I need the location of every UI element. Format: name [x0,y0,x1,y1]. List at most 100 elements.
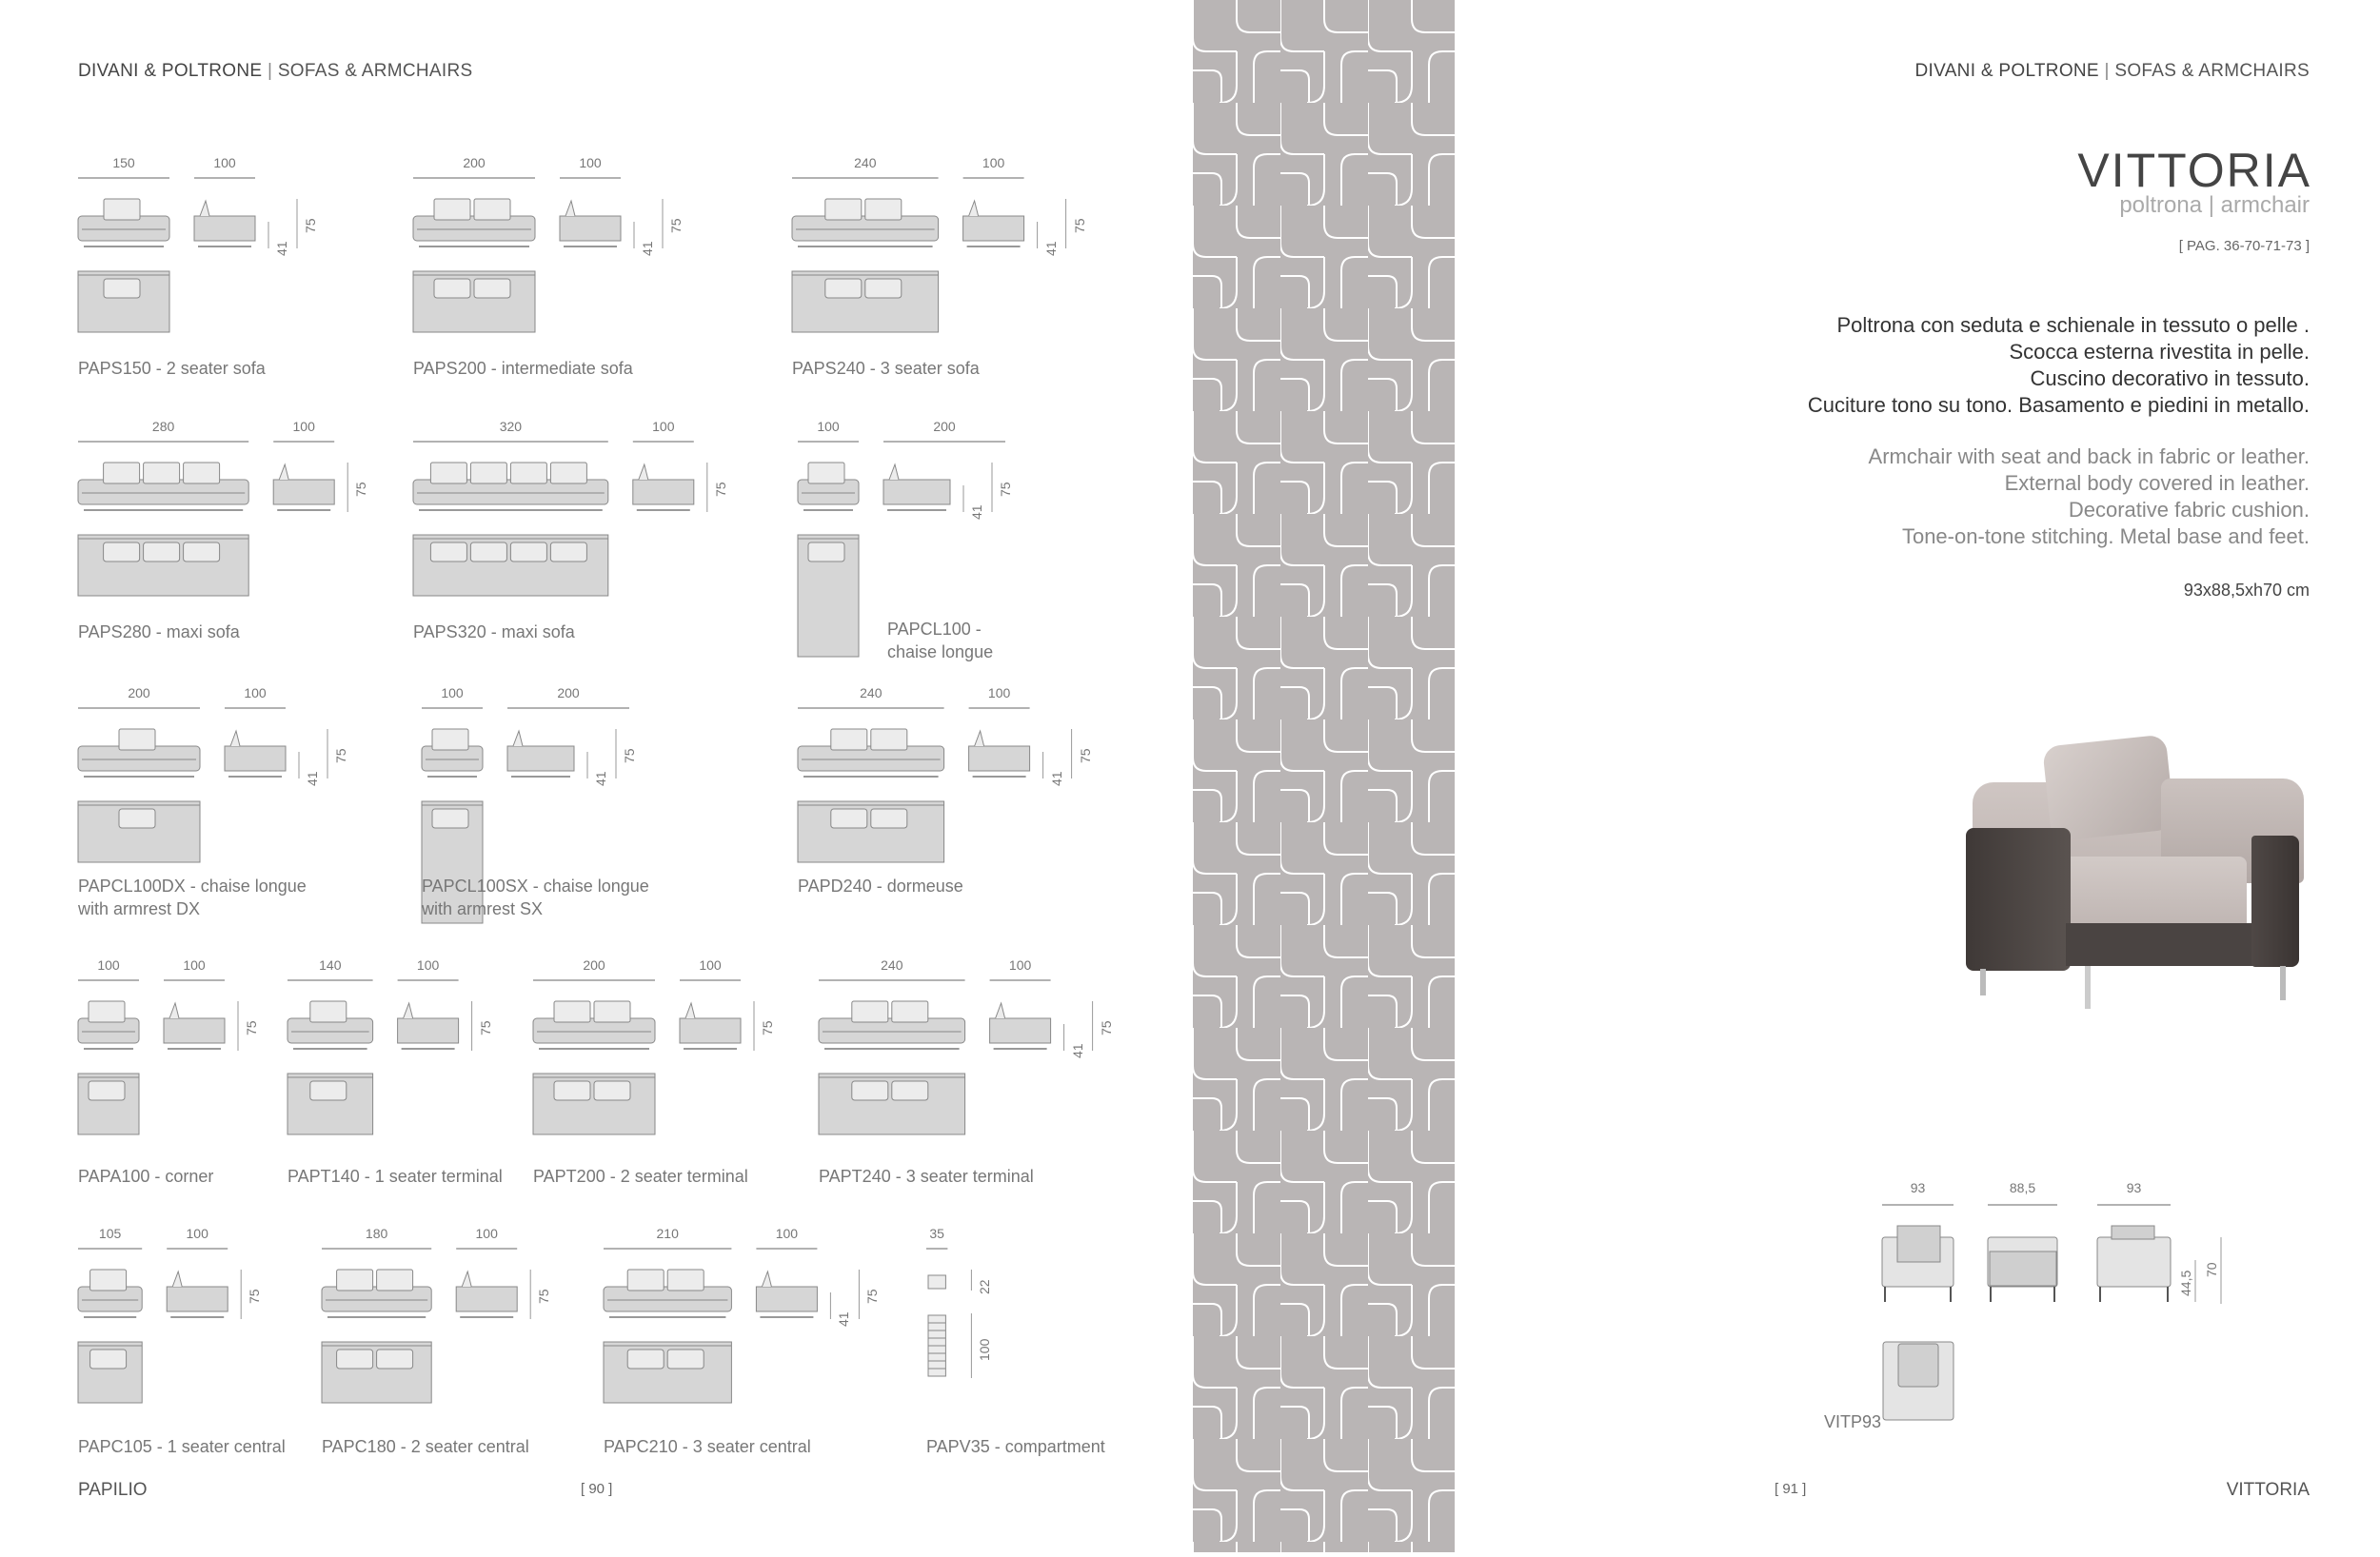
description-it: Poltrona con seduta e schienale in tessu… [1808,312,2310,419]
height-label: 41 [305,771,320,786]
side-cushion [169,1001,180,1019]
pattern-fill [1193,0,1455,1552]
back-cushion [473,198,511,221]
armchair-leg [1980,969,1986,995]
product-drawing [77,707,328,863]
product-card: 180 100 75 PAPC180 - 2 seater central [321,1226,722,1475]
product-drawing [77,1248,242,1404]
back-cushion [429,462,467,484]
page-references: [ PAG. 36-70-71-73 ] [2178,238,2310,254]
dimension-label: 100 [1008,957,1032,973]
product-size: 93x88,5xh70 cm [2183,581,2310,600]
dimension-label: 200 [128,685,150,700]
product-label: PAPT140 - 1 seater terminal [288,1165,503,1188]
product-label-line: PAPCL100DX - chaise longue [78,877,307,896]
armchair-seat [2056,857,2247,933]
product-drawing [797,707,1073,863]
height-label: 41 [969,504,984,520]
dimension-label: 35 [929,1226,944,1241]
product-label-line: PAPV35 - compartment [926,1437,1105,1456]
plan-cushion [433,278,471,299]
side-cushion [461,1270,472,1288]
dimension-label: 100 [183,957,206,973]
height-label: 41 [274,241,289,256]
front-view-body [603,1286,732,1312]
height-label: 75 [1098,1020,1114,1035]
product-card: 210 100 41 75 PAPC210 - 3 seater central [603,1226,1003,1475]
plan-cushion [549,542,587,562]
height-label: 70 [2204,1262,2219,1277]
left-page-number: [ 90 ] [581,1481,613,1497]
product-drawing [412,441,708,597]
product-label: PAPA100 - corner [78,1165,213,1188]
dimension-label: 150 [112,155,135,170]
back-cushion [830,728,868,751]
plan-cushion [469,542,507,562]
back-cushion [870,728,908,751]
armchair-right-side [2251,836,2299,967]
plan-cushion [429,542,467,562]
product-drawing [77,441,348,597]
side-cushion [171,1270,183,1288]
height-label: 75 [668,218,684,233]
product-label-line: PAPC210 - 3 seater central [604,1437,811,1456]
product-label-line: with armrest DX [78,899,201,918]
side-view-body [968,745,1031,772]
compartment-front-view [927,1274,946,1290]
back-cushion [143,462,181,484]
plan-cushion [593,1080,631,1101]
height-label: 75 [1071,218,1087,233]
dimension-label: 240 [860,685,883,700]
height-label: 75 [247,1289,263,1304]
side-cushion [278,463,289,481]
height-label: 75 [712,482,728,497]
plan-cushion [103,278,141,299]
dimension-label: 93 [1910,1180,1926,1195]
product-label-line: PAPS150 - 2 seater sofa [78,359,266,378]
dimension-label: 100 [475,1226,498,1241]
product-label: PAPCL100DX - chaise longue with armrest D… [78,875,307,920]
dimension-label: 100 [441,685,464,700]
back-cushion [864,198,902,221]
side-view-body [755,1286,818,1312]
side-cushion [565,199,576,217]
product-drawing [321,1248,531,1404]
back-cushion [336,1269,374,1291]
plan-cushion [336,1349,374,1370]
front-view-body [797,745,945,772]
back-cushion [118,728,156,751]
front-view-body [532,1017,656,1044]
product-subtitle: poltrona | armchair [2119,192,2310,218]
back-cushion [89,1269,128,1291]
height-label: 41 [593,771,608,786]
dimension-label: 100 [982,155,1005,170]
side-view-body [883,479,951,505]
height-label: 75 [536,1289,552,1304]
product-label: PAPS150 - 2 seater sofa [78,357,266,380]
product-label-line: PAPA100 - corner [78,1167,214,1186]
front-view-body [818,1017,966,1044]
side-cushion [888,463,900,481]
side-cushion [512,729,524,747]
product-drawing [532,979,755,1135]
plan-cushion [473,278,511,299]
plan-cushion [824,278,863,299]
side-view-body [224,745,287,772]
side-cushion [638,463,649,481]
product-drawing [287,979,473,1135]
product-label: PAPS240 - 3 seater sofa [792,357,980,380]
product-label-line: PAPC180 - 2 seater central [322,1437,529,1456]
plan-cushion [870,808,908,829]
back-cushion [666,1269,704,1291]
description-line: Cuscino decorativo in tessuto. [2030,366,2311,390]
dimension-label: 100 [817,419,840,434]
side-view-body [962,215,1025,242]
height-label: 75 [244,1020,259,1035]
front-view-body [791,215,940,242]
height-label: 75 [622,748,637,763]
product-label-line: PAPCL100SX - chaise longue [422,877,649,896]
header-it: DIVANI & POLTRONE [1914,61,2099,81]
product-card: 240 100 41 75 PAPT240 - 3 seater terminal [818,957,1219,1207]
plan-cushion [553,1080,591,1101]
description-line: Poltrona con seduta e schienale in tessu… [1836,313,2310,337]
